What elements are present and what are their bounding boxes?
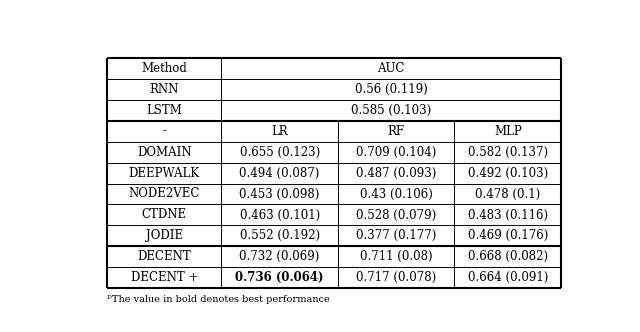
Text: 0.552 (0.192): 0.552 (0.192) [239,229,320,242]
Text: CTDNE: CTDNE [141,208,187,221]
Text: 0.736 (0.064): 0.736 (0.064) [236,271,324,284]
Text: NODE2VEC: NODE2VEC [129,188,200,201]
Text: 0.469 (0.176): 0.469 (0.176) [468,229,548,242]
Text: DECENT +: DECENT + [131,271,198,284]
Text: AUC: AUC [378,62,405,75]
Text: 0.528 (0.079): 0.528 (0.079) [356,208,436,221]
Text: LR: LR [271,124,288,137]
Text: 0.582 (0.137): 0.582 (0.137) [468,145,548,159]
Text: 0.483 (0.116): 0.483 (0.116) [468,208,548,221]
Text: DECENT: DECENT [138,250,191,263]
Text: 0.709 (0.104): 0.709 (0.104) [356,145,436,159]
Text: LSTM: LSTM [147,104,182,117]
Text: 0.655 (0.123): 0.655 (0.123) [239,145,320,159]
Text: 0.43 (0.106): 0.43 (0.106) [360,188,433,201]
Text: MLP: MLP [494,124,522,137]
Text: RF: RF [388,124,404,137]
Text: 0.453 (0.098): 0.453 (0.098) [239,188,320,201]
Text: 0.487 (0.093): 0.487 (0.093) [356,167,436,180]
Text: ᴰThe value in bold denotes best performance: ᴰThe value in bold denotes best performa… [108,295,330,304]
Text: JODIE: JODIE [146,229,183,242]
Text: Method: Method [141,62,188,75]
Text: 0.668 (0.082): 0.668 (0.082) [468,250,548,263]
Text: 0.478 (0.1): 0.478 (0.1) [475,188,540,201]
Text: DEEPWALK: DEEPWALK [129,167,200,180]
Text: 0.56 (0.119): 0.56 (0.119) [355,83,428,96]
Text: 0.732 (0.069): 0.732 (0.069) [239,250,320,263]
Text: 0.377 (0.177): 0.377 (0.177) [356,229,436,242]
Text: 0.463 (0.101): 0.463 (0.101) [239,208,320,221]
Text: 0.492 (0.103): 0.492 (0.103) [468,167,548,180]
Text: DOMAIN: DOMAIN [137,145,191,159]
Text: 0.717 (0.078): 0.717 (0.078) [356,271,436,284]
Text: 0.585 (0.103): 0.585 (0.103) [351,104,431,117]
Text: -: - [163,124,166,137]
Text: 0.664 (0.091): 0.664 (0.091) [468,271,548,284]
Text: 0.711 (0.08): 0.711 (0.08) [360,250,433,263]
Text: 0.494 (0.087): 0.494 (0.087) [239,167,320,180]
Text: RNN: RNN [150,83,179,96]
